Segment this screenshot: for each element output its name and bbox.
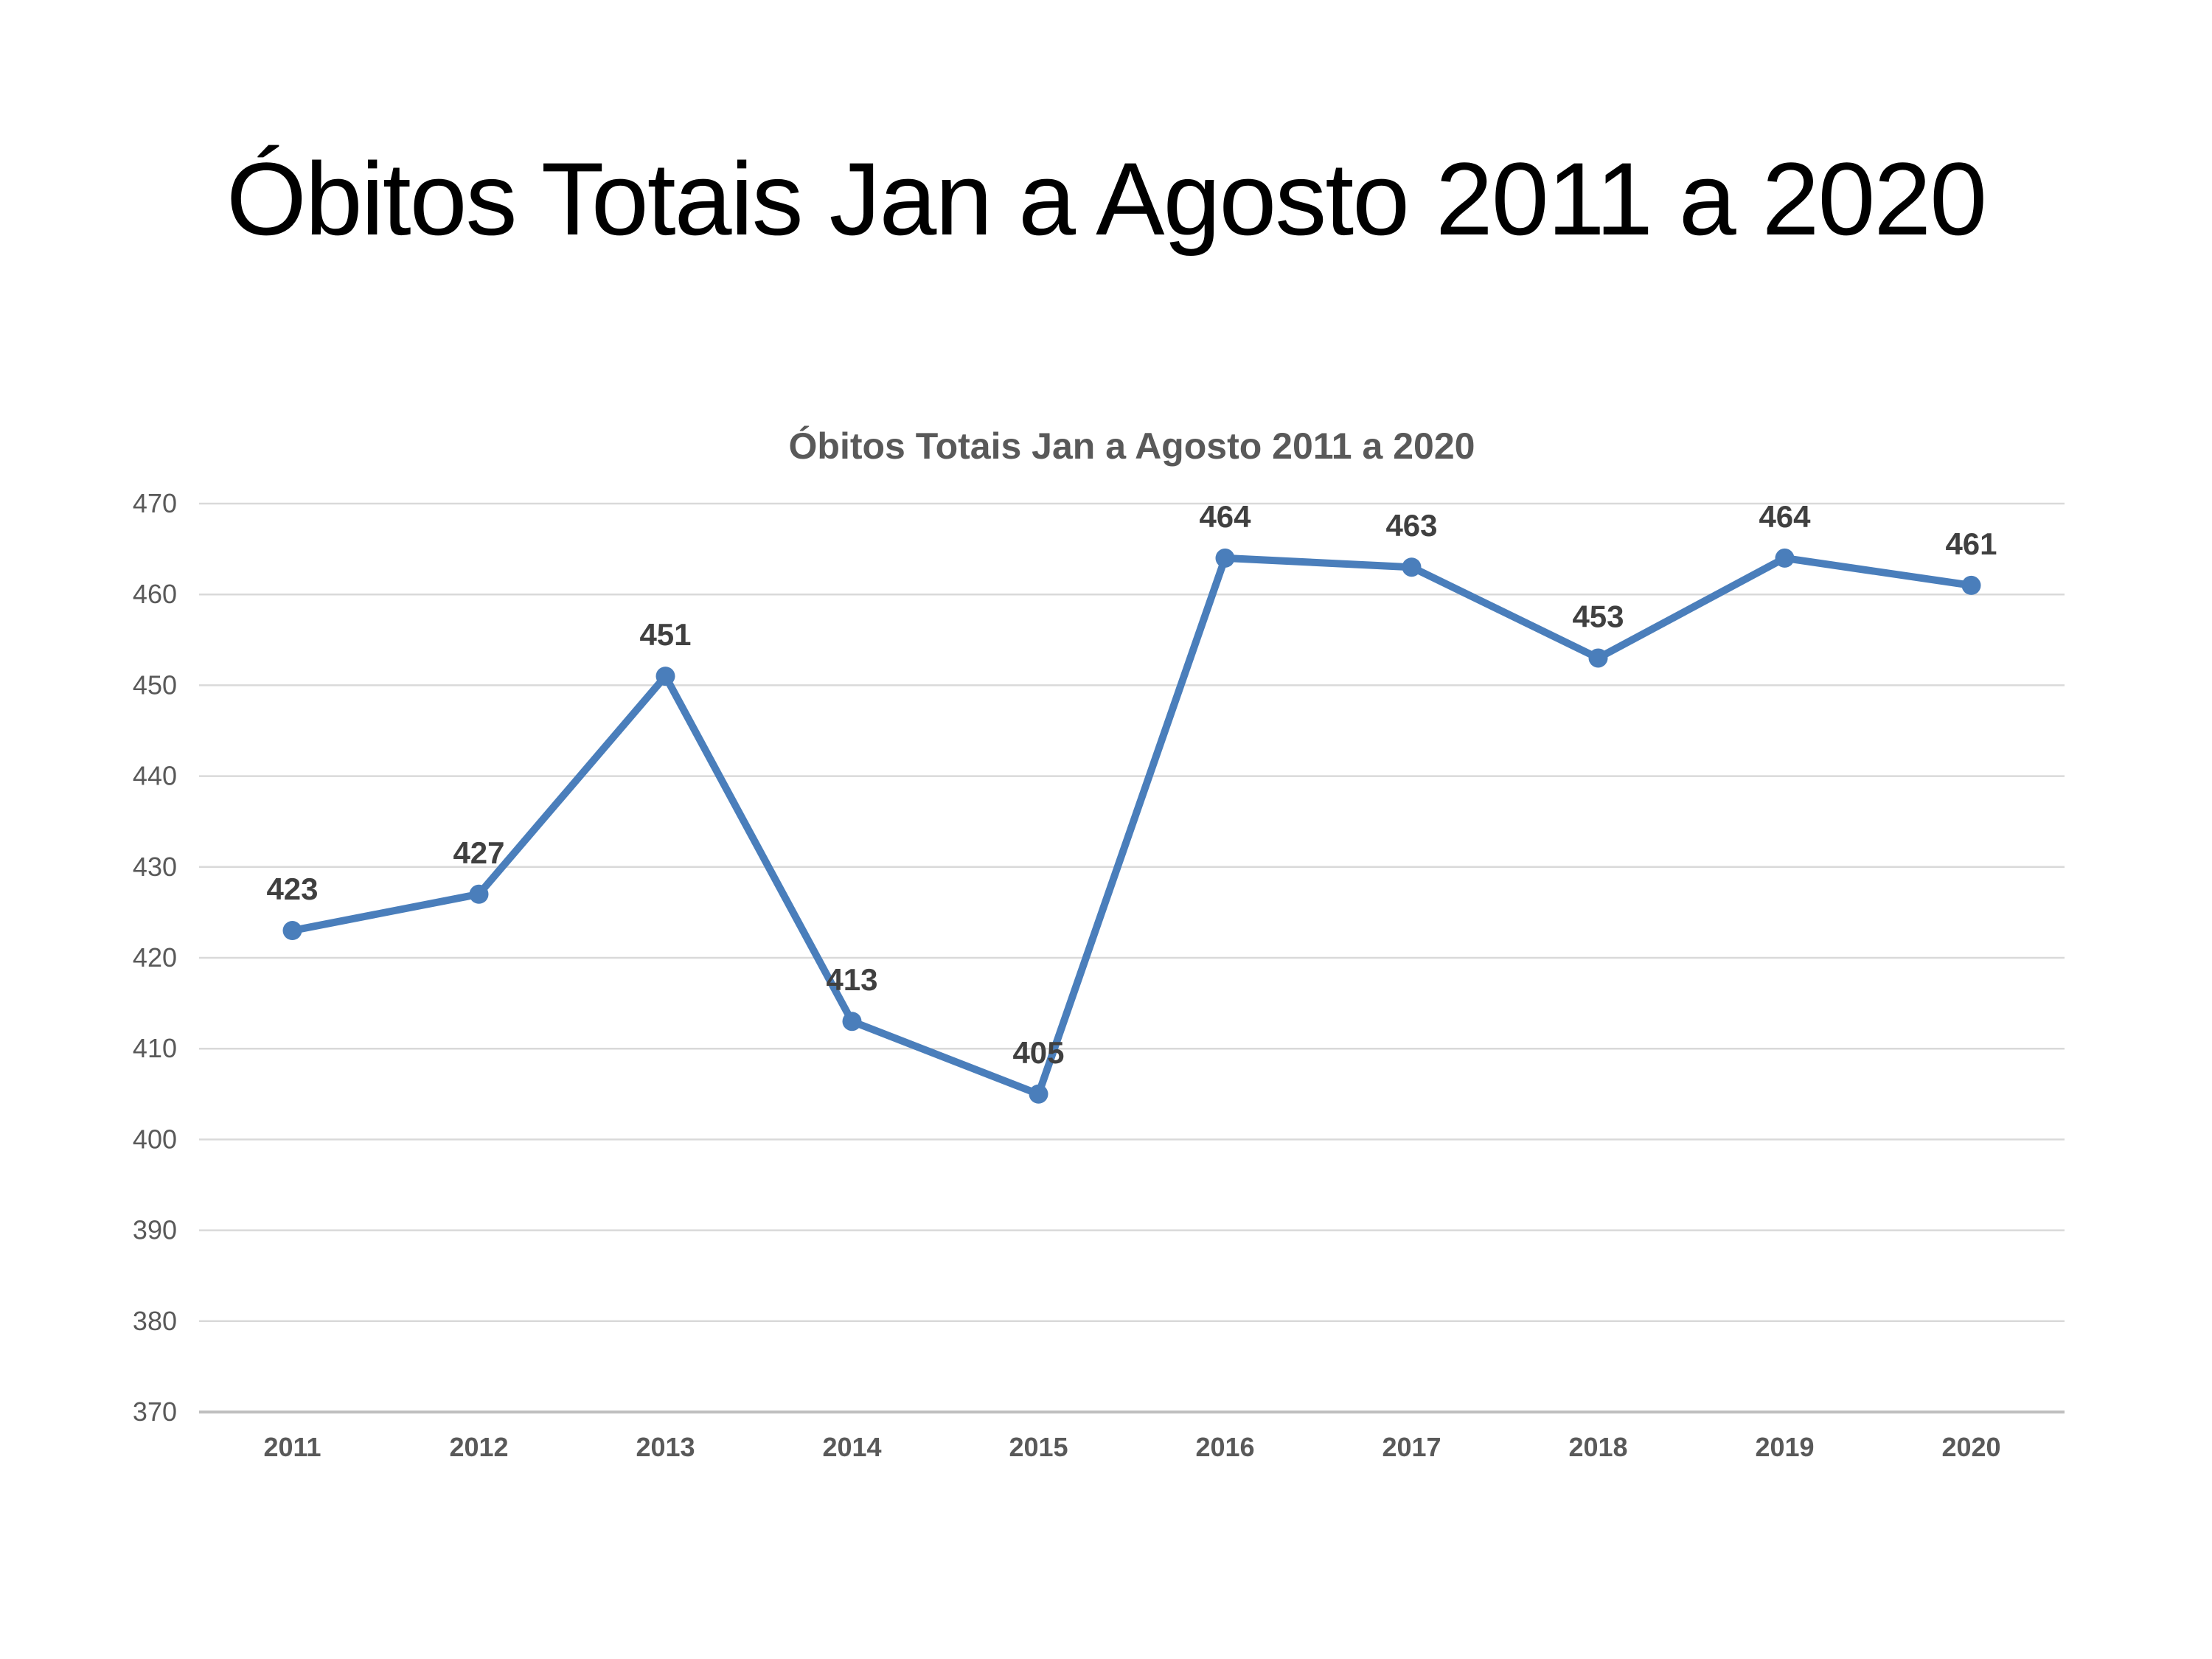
data-labels-group: 423 427 451 413 405 464 463 453 464 461 bbox=[266, 499, 1997, 1070]
slide-title: Óbitos Totais Jan a Agosto 2011 a 2020 bbox=[226, 141, 1987, 257]
data-point-marker bbox=[842, 1012, 862, 1032]
data-point-label: 464 bbox=[1199, 499, 1251, 534]
data-point-marker bbox=[1402, 557, 1422, 577]
y-tick-label: 460 bbox=[133, 579, 177, 609]
x-tick-label: 2019 bbox=[1755, 1432, 1814, 1462]
y-tick-label: 370 bbox=[133, 1397, 177, 1427]
data-point-label: 427 bbox=[453, 835, 504, 870]
y-tick-label: 450 bbox=[133, 669, 177, 700]
x-tick-label: 2020 bbox=[1941, 1432, 2000, 1462]
y-tick-label: 380 bbox=[133, 1306, 177, 1336]
x-tick-label: 2013 bbox=[636, 1432, 695, 1462]
chart-title: Óbitos Totais Jan a Agosto 2011 a 2020 bbox=[789, 425, 1475, 467]
data-point-label: 464 bbox=[1759, 499, 1811, 534]
data-point-label: 423 bbox=[266, 872, 318, 906]
data-point-label: 461 bbox=[1945, 526, 1997, 561]
data-point-marker bbox=[1029, 1084, 1048, 1104]
y-tick-label: 390 bbox=[133, 1215, 177, 1245]
x-tick-label: 2011 bbox=[263, 1432, 321, 1462]
x-tick-label: 2014 bbox=[822, 1432, 881, 1462]
x-axis-labels-group: 2011 2012 2013 2014 2015 2016 2017 2018 2019 2020 bbox=[263, 1432, 2000, 1462]
data-point-marker bbox=[469, 884, 489, 904]
x-tick-label: 2016 bbox=[1195, 1432, 1254, 1462]
x-tick-label: 2012 bbox=[449, 1432, 508, 1462]
y-tick-label: 470 bbox=[133, 488, 177, 518]
x-tick-label: 2015 bbox=[1009, 1432, 1068, 1462]
data-point-label: 413 bbox=[826, 962, 877, 997]
data-point-marker bbox=[655, 667, 675, 686]
data-point-label: 463 bbox=[1385, 508, 1437, 543]
data-point-marker bbox=[1215, 548, 1235, 568]
y-tick-label: 420 bbox=[133, 942, 177, 973]
y-tick-label: 410 bbox=[133, 1033, 177, 1063]
y-axis-labels-group: 370 380 390 400 410 420 430 440 450 460 470 bbox=[133, 488, 177, 1427]
series-group bbox=[282, 548, 1981, 1104]
series-line bbox=[288, 554, 1975, 1098]
data-point-label: 451 bbox=[639, 617, 691, 652]
gridlines-group bbox=[199, 502, 2065, 1413]
x-tick-label: 2017 bbox=[1382, 1432, 1441, 1462]
data-point-label: 453 bbox=[1572, 599, 1624, 633]
data-point-marker bbox=[1588, 648, 1608, 668]
x-tick-label: 2018 bbox=[1568, 1432, 1627, 1462]
data-point-marker bbox=[1775, 548, 1795, 568]
y-tick-label: 430 bbox=[133, 852, 177, 882]
data-point-marker bbox=[282, 921, 302, 941]
y-tick-label: 440 bbox=[133, 761, 177, 791]
data-point-label: 405 bbox=[1012, 1035, 1064, 1070]
data-point-marker bbox=[1961, 575, 1981, 595]
y-tick-label: 400 bbox=[133, 1124, 177, 1154]
